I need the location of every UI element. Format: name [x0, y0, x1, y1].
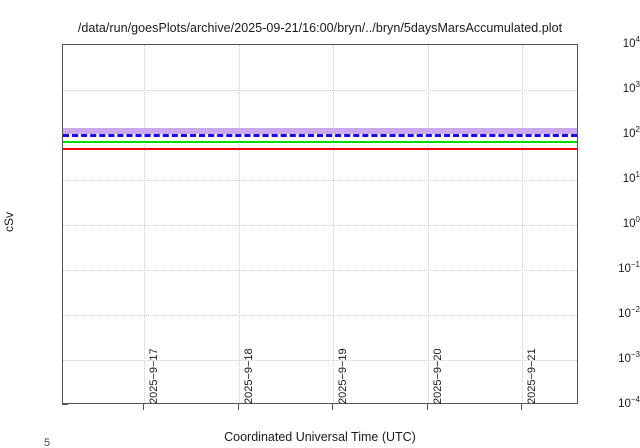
x-tick-mark: [143, 404, 144, 410]
series-line-red: [63, 148, 577, 151]
gridline-vertical: [238, 45, 240, 403]
y-tick-label: 100: [622, 215, 640, 230]
gridline-vertical: [333, 45, 335, 403]
gridline-horizontal: [63, 360, 577, 361]
y-tick-mark: [62, 404, 68, 405]
y-tick-label: 10−4: [618, 395, 640, 410]
x-axis-title: Coordinated Universal Time (UTC): [224, 430, 416, 444]
x-tick-mark: [521, 404, 523, 410]
y-tick-label: 10−2: [618, 305, 640, 320]
gridline-horizontal: [63, 270, 577, 271]
y-tick-label: 103: [622, 80, 640, 95]
x-tick-mark: [332, 404, 334, 410]
clipped-bottom-text: 5: [44, 438, 51, 447]
y-tick-label: 102: [622, 125, 640, 140]
series-line-blue: [63, 133, 577, 137]
y-axis-title: cSv: [2, 211, 16, 232]
x-tick-mark: [427, 404, 429, 410]
x-tick-label: 2025−9−21: [526, 348, 539, 404]
series-line-green: [63, 141, 577, 144]
gridline-horizontal: [63, 315, 577, 316]
gridline-vertical: [522, 45, 524, 403]
gridline-vertical: [144, 45, 145, 403]
x-tick-label: 2025−9−18: [242, 348, 255, 404]
gridline-vertical: [428, 45, 430, 403]
x-tick-label: 2025−9−19: [337, 348, 350, 404]
x-tick-mark: [237, 404, 239, 410]
y-tick-label: 101: [622, 170, 640, 185]
y-tick-label: 10−3: [618, 350, 640, 365]
gridline-horizontal: [63, 225, 577, 226]
series-band-violet: [63, 127, 577, 134]
gridline-horizontal: [63, 180, 577, 181]
gridline-horizontal: [63, 90, 577, 91]
chart-title: /data/run/goesPlots/archive/2025-09-21/1…: [77, 21, 563, 35]
y-tick-label: 10−1: [618, 260, 640, 275]
plot-area: [62, 44, 578, 404]
y-tick-label: 104: [622, 35, 640, 50]
x-tick-label: 2025−9−17: [148, 348, 160, 404]
x-tick-label: 2025−9−20: [432, 348, 445, 404]
